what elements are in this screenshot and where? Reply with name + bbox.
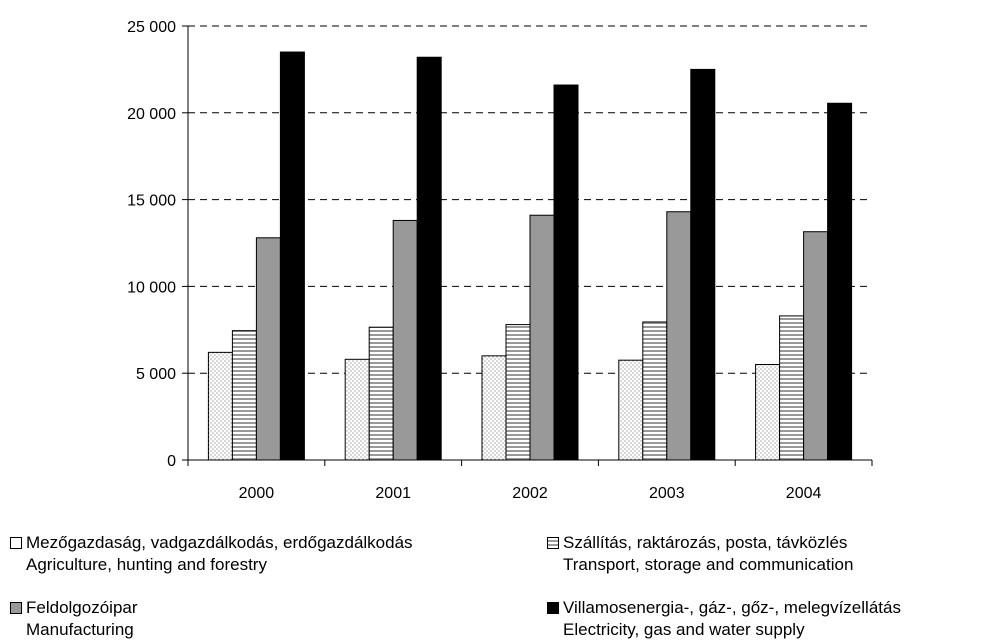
bar-electricity-2002 — [553, 84, 579, 461]
y-tick-label-5000: 5 000 — [136, 366, 176, 383]
bar-electricity-2001 — [416, 56, 442, 461]
x-tick-label-2000: 2000 — [239, 485, 275, 502]
legend-label-manufacturing: Feldolgozóipar — [26, 598, 138, 617]
bar-electricity-2000 — [279, 51, 305, 461]
bar-manufacturing-2000 — [255, 237, 281, 461]
bar-agriculture-2004 — [755, 364, 781, 461]
y-tick-label-0: 0 — [167, 453, 176, 470]
x-tick-label-2004: 2004 — [786, 485, 822, 502]
x-tick-label-2003: 2003 — [649, 485, 685, 502]
bar-chart: 0 5 000 10 000 15 000 20 000 25 000 2000 2001 20… — [127, 19, 873, 502]
x-tick-label-2001: 2001 — [375, 485, 411, 502]
bar-transport-2002 — [505, 324, 531, 461]
bar-transport-2000 — [231, 330, 257, 461]
bar-manufacturing-2001 — [392, 219, 418, 461]
y-tick-label-25000: 25 000 — [127, 19, 176, 36]
legend-label-transport-en: Transport, storage and communication — [563, 555, 854, 574]
legend-swatch-manufacturing — [10, 602, 22, 614]
bar-transport-2004 — [779, 315, 805, 461]
y-tick-label-15000: 15 000 — [127, 193, 176, 210]
tick-labels: 0 5 000 10 000 15 000 20 000 25 000 2000 2001 20… — [127, 19, 821, 502]
y-tick-label-10000: 10 000 — [127, 279, 176, 296]
legend-label-agriculture-en: Agriculture, hunting and forestry — [26, 555, 267, 574]
legend-label-electricity: Villamosenergia-, gáz-, gőz-, melegvízel… — [563, 598, 901, 617]
legend-label-agriculture: Mezőgazdaság, vadgazdálkodás, erdőgazdál… — [26, 533, 413, 552]
bar-electricity-2003 — [690, 68, 716, 461]
legend-swatch-agriculture — [10, 537, 22, 549]
bar-electricity-2004 — [827, 102, 853, 461]
legend-label-transport: Szállítás, raktározás, posta, távközlés — [563, 533, 848, 552]
bar-agriculture-2001 — [344, 358, 370, 461]
bar-manufacturing-2004 — [803, 231, 829, 461]
bar-manufacturing-2002 — [529, 214, 555, 461]
x-tick-label-2002: 2002 — [512, 485, 548, 502]
legend-swatch-transport — [547, 537, 559, 549]
bar-transport-2001 — [368, 326, 394, 461]
bar-agriculture-2000 — [207, 351, 233, 461]
bars — [207, 51, 853, 461]
bar-agriculture-2002 — [481, 355, 507, 461]
legend-label-electricity-en: Electricity, gas and water supply — [563, 620, 805, 639]
legend-swatch-electricity — [547, 602, 559, 614]
bar-transport-2003 — [642, 321, 668, 461]
legend-label-manufacturing-en: Manufacturing — [26, 620, 134, 639]
bar-agriculture-2003 — [618, 359, 644, 461]
bar-manufacturing-2003 — [666, 211, 692, 461]
y-tick-label-20000: 20 000 — [127, 106, 176, 123]
